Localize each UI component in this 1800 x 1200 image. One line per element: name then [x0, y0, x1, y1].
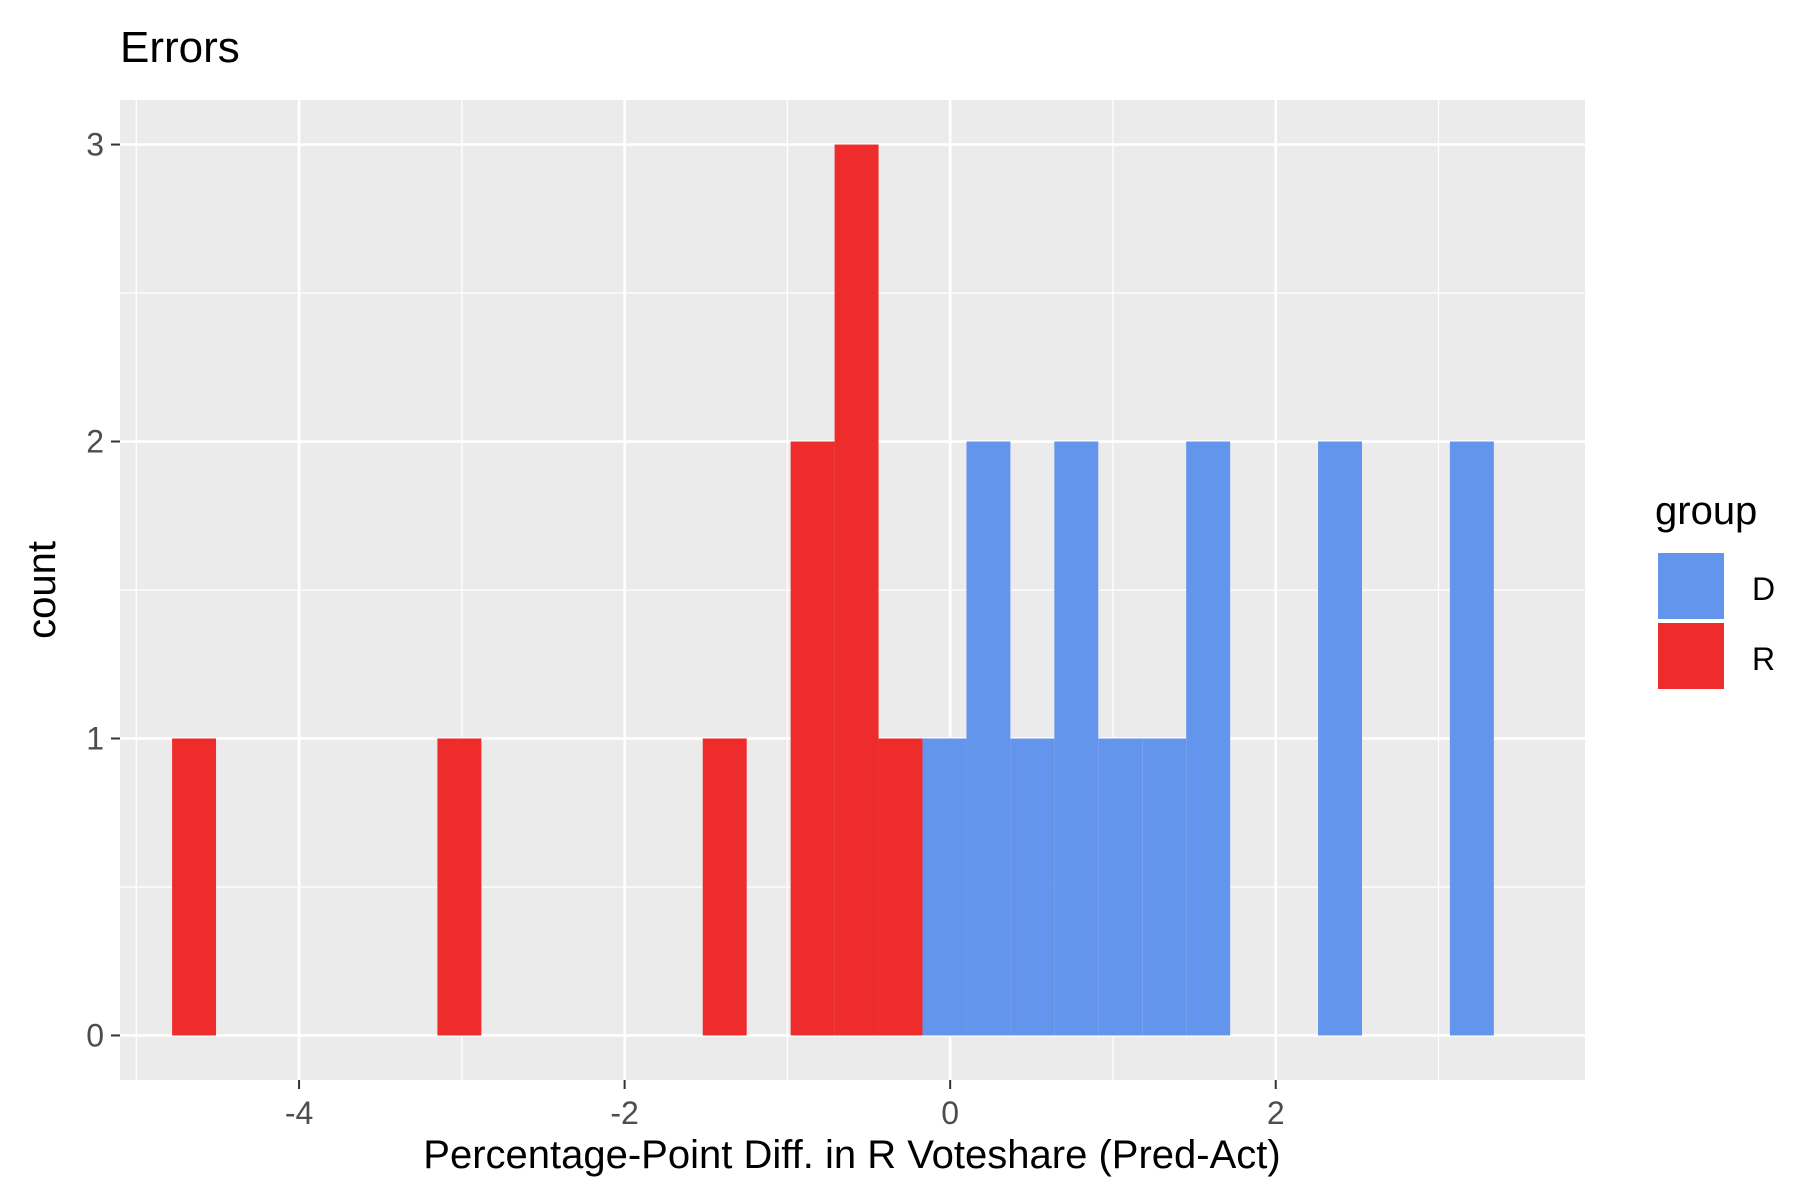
histogram-bars — [172, 144, 1494, 1036]
bar-r — [702, 738, 747, 1036]
y-tick-label: 3 — [86, 127, 104, 163]
legend: group D R — [1655, 489, 1775, 691]
bar-d — [966, 441, 1011, 1036]
chart-title: Errors — [120, 23, 240, 72]
bar-d — [1318, 441, 1362, 1036]
legend-swatch-r — [1656, 621, 1726, 691]
bar-r — [790, 441, 835, 1036]
bar-r — [437, 738, 482, 1036]
x-tick-label: -4 — [285, 1095, 313, 1131]
y-tick-label: 2 — [86, 424, 104, 460]
bar-d — [1098, 738, 1143, 1036]
x-tick-label: 2 — [1267, 1095, 1285, 1131]
bar-r — [172, 738, 217, 1036]
x-tick-label: -2 — [610, 1095, 638, 1131]
bar-d — [1142, 738, 1187, 1036]
x-axis-ticks: -4 -2 0 2 — [285, 1080, 1285, 1131]
bar-d — [1054, 441, 1099, 1036]
legend-title: group — [1655, 489, 1757, 533]
bar-d — [1010, 738, 1055, 1036]
bar-d — [1449, 441, 1494, 1036]
x-tick-label: 0 — [941, 1095, 959, 1131]
y-tick-label: 0 — [86, 1017, 104, 1053]
legend-label-d: D — [1752, 571, 1775, 607]
bar-d — [922, 738, 967, 1036]
x-axis-title: Percentage-Point Diff. in R Voteshare (P… — [423, 1133, 1280, 1177]
y-tick-label: 1 — [86, 720, 104, 756]
bar-r — [878, 738, 923, 1036]
y-axis-ticks: 0 1 2 3 — [86, 127, 120, 1053]
legend-swatch-d — [1656, 551, 1726, 621]
y-axis-title: count — [20, 541, 64, 639]
bar-r — [834, 144, 879, 1036]
bar-d — [1186, 441, 1231, 1036]
legend-label-r: R — [1752, 641, 1775, 677]
